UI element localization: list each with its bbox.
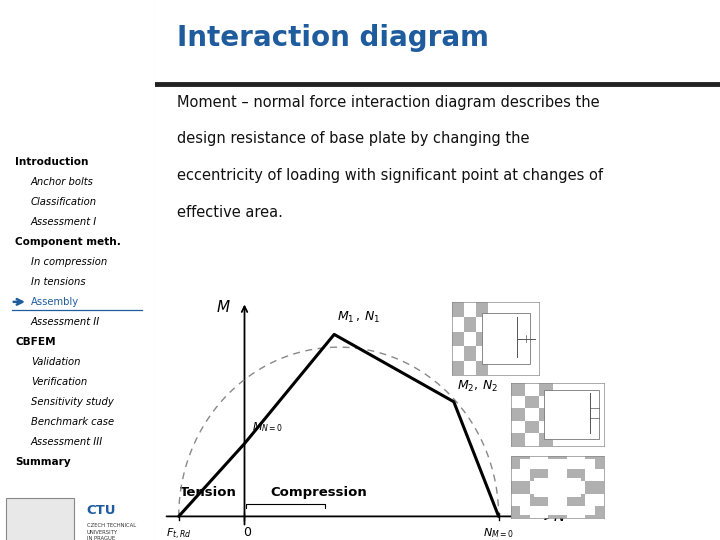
Text: $M_2,\, N_2$: $M_2,\, N_2$	[456, 380, 498, 394]
Bar	[585, 506, 604, 518]
Bar	[511, 481, 529, 494]
Bar	[511, 494, 529, 506]
Text: Interaction diagram: Interaction diagram	[177, 24, 490, 52]
Text: $N$: $N$	[554, 508, 567, 524]
Text: Assessment III: Assessment III	[31, 437, 103, 447]
Bar	[511, 456, 529, 469]
Bar	[585, 456, 604, 469]
Text: $F_{t,Rd}$: $F_{t,Rd}$	[166, 526, 192, 540]
Bar	[553, 383, 567, 396]
Text: Benchmark case: Benchmark case	[31, 417, 114, 427]
Text: $M$: $M$	[216, 299, 231, 315]
Bar	[525, 383, 539, 396]
Text: effective area.: effective area.	[177, 205, 283, 220]
Bar	[548, 469, 567, 481]
Bar	[464, 332, 476, 346]
Text: Moment – normal force interaction diagram describes the: Moment – normal force interaction diagra…	[177, 94, 600, 110]
Bar	[511, 421, 525, 433]
Text: Assessment II: Assessment II	[31, 317, 100, 327]
Bar	[482, 313, 531, 365]
Bar	[6, 498, 74, 540]
Text: Component meth.: Component meth.	[16, 237, 122, 247]
Bar	[451, 302, 464, 317]
Text: CBFEM: CBFEM	[16, 337, 56, 347]
Text: Summary: Summary	[16, 457, 71, 467]
Bar	[476, 302, 488, 317]
Text: $N_{M=0}$: $N_{M=0}$	[483, 526, 514, 540]
Bar	[525, 396, 539, 408]
Text: Compression: Compression	[271, 486, 368, 500]
Bar	[511, 433, 525, 446]
Bar	[525, 408, 539, 421]
Text: $M_{N=0}$: $M_{N=0}$	[252, 421, 284, 435]
Bar	[511, 506, 529, 518]
Text: Sensitivity study: Sensitivity study	[31, 397, 114, 407]
Bar	[567, 456, 585, 469]
Text: In tensions: In tensions	[31, 277, 86, 287]
Bar	[585, 469, 604, 481]
Text: Verification: Verification	[31, 377, 87, 387]
Bar	[511, 383, 525, 396]
Bar	[553, 408, 567, 421]
Bar	[464, 346, 476, 361]
Bar	[553, 396, 567, 408]
Bar	[539, 433, 553, 446]
Text: CTU: CTU	[86, 504, 116, 517]
Bar	[539, 408, 553, 421]
Bar	[548, 494, 567, 506]
Bar	[585, 494, 604, 506]
Bar	[476, 361, 488, 375]
Text: CZECH TECHNICAL
UNIVERSITY
IN PRAGUE: CZECH TECHNICAL UNIVERSITY IN PRAGUE	[86, 523, 136, 540]
Bar	[585, 481, 604, 494]
Bar	[521, 506, 595, 515]
Bar	[529, 506, 548, 518]
Bar	[451, 361, 464, 375]
Bar	[511, 396, 525, 408]
Bar	[525, 421, 539, 433]
Text: Assembly: Assembly	[31, 297, 79, 307]
Bar	[451, 332, 464, 346]
Bar	[525, 433, 539, 446]
Bar	[521, 460, 595, 469]
Bar	[451, 346, 464, 361]
Bar	[476, 332, 488, 346]
Bar	[534, 478, 581, 497]
Bar	[539, 396, 553, 408]
Text: $M_1\, ,\, N_1$: $M_1\, ,\, N_1$	[337, 310, 380, 325]
Bar	[567, 469, 585, 481]
Bar	[539, 421, 553, 433]
Text: Classification: Classification	[31, 197, 97, 207]
Bar	[464, 361, 476, 375]
Text: $0$: $0$	[243, 526, 252, 539]
Bar	[511, 408, 525, 421]
Bar	[567, 494, 585, 506]
Bar	[553, 421, 567, 433]
Bar	[567, 506, 585, 518]
Bar	[548, 481, 567, 494]
Bar	[529, 481, 548, 494]
Bar	[529, 469, 548, 481]
Bar	[511, 469, 529, 481]
Bar	[476, 346, 488, 361]
Text: Tension: Tension	[180, 486, 237, 500]
Bar	[464, 317, 476, 332]
Bar	[548, 506, 567, 518]
Text: Validation: Validation	[31, 357, 81, 367]
Bar	[476, 317, 488, 332]
Bar	[567, 481, 585, 494]
Bar	[464, 302, 476, 317]
Bar	[451, 317, 464, 332]
Text: Anchor bolts: Anchor bolts	[31, 177, 94, 187]
Bar	[544, 390, 600, 440]
Text: design resistance of base plate by changing the: design resistance of base plate by chang…	[177, 131, 530, 146]
Text: Assessment I: Assessment I	[31, 217, 97, 227]
Bar	[529, 494, 548, 506]
Text: eccentricity of loading with significant point at changes of: eccentricity of loading with significant…	[177, 168, 603, 183]
Bar	[548, 456, 567, 469]
Text: In compression: In compression	[31, 257, 107, 267]
Bar	[539, 383, 553, 396]
Bar	[553, 433, 567, 446]
Bar	[529, 456, 548, 469]
Text: Introduction: Introduction	[16, 157, 89, 167]
